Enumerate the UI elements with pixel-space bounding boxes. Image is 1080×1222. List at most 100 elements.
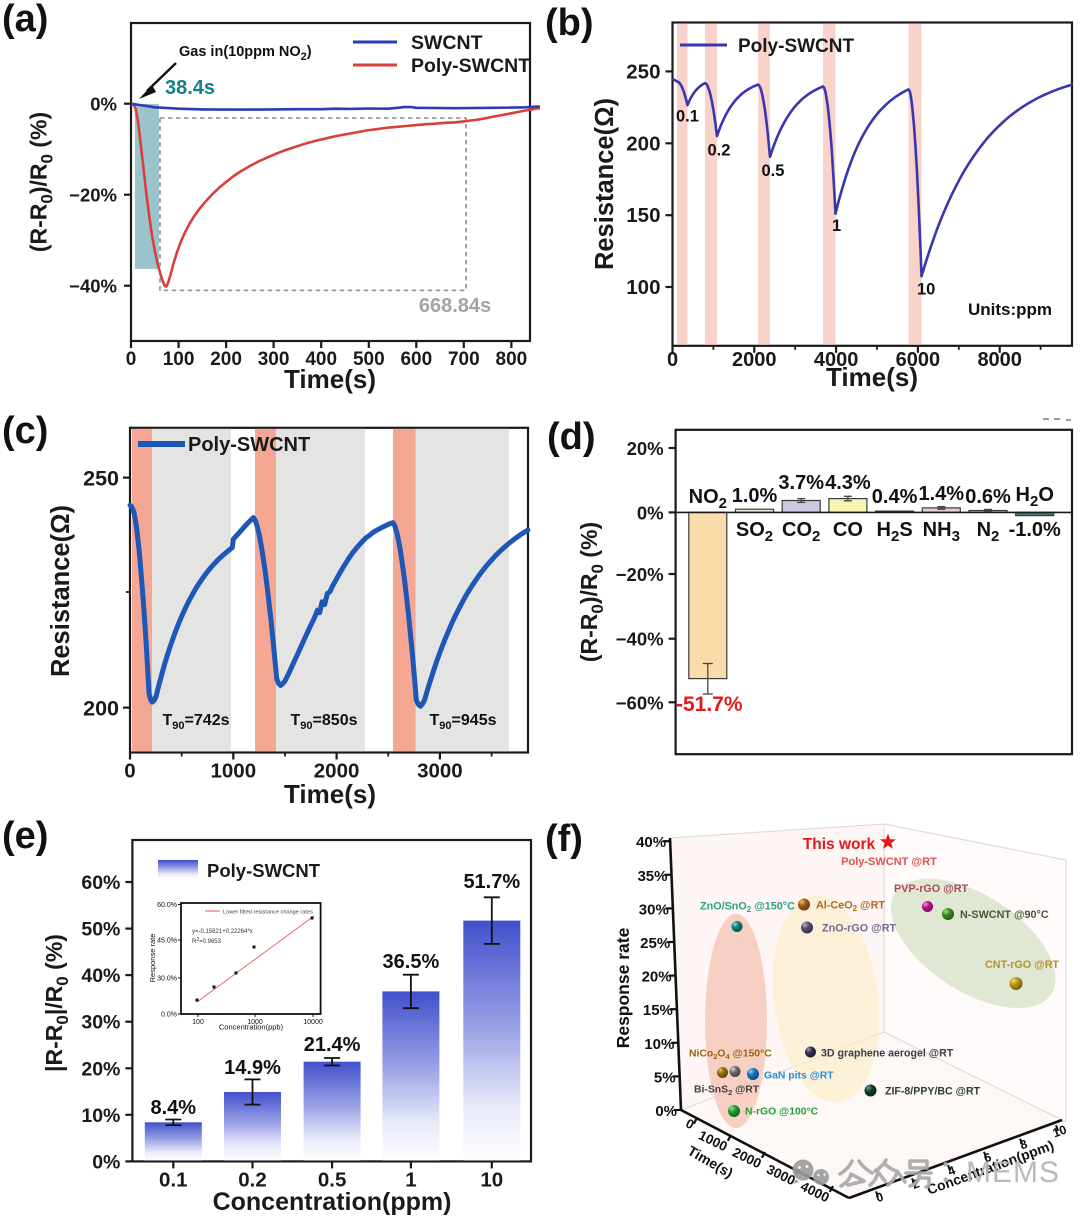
svg-text:2000: 2000 (732, 349, 777, 371)
svg-text:200: 200 (210, 349, 242, 370)
svg-text:H2S: H2S (877, 519, 913, 545)
svg-text:200: 200 (626, 132, 660, 155)
svg-text:-51.7%: -51.7% (676, 693, 743, 716)
svg-text:NH3: NH3 (923, 519, 960, 545)
svg-text:1000: 1000 (210, 760, 256, 783)
svg-text:(c): (c) (2, 410, 48, 452)
svg-text:100: 100 (626, 276, 660, 299)
svg-text:N-SWCNT @90°C: N-SWCNT @90°C (960, 909, 1049, 921)
svg-text:10000: 10000 (303, 1019, 323, 1026)
svg-text:：: ： (938, 1154, 969, 1189)
svg-text:4: 4 (946, 1163, 957, 1179)
svg-text:Concentration(ppm): Concentration(ppm) (213, 1188, 452, 1216)
svg-text:Poly-SWCNT: Poly-SWCNT (738, 36, 855, 57)
svg-text:20%: 20% (642, 969, 672, 986)
svg-text:MEMS: MEMS (966, 1156, 1060, 1189)
svg-text:500: 500 (353, 349, 385, 370)
svg-text:8000: 8000 (977, 349, 1022, 371)
svg-text:R2=0.9653: R2=0.9653 (192, 937, 222, 945)
svg-text:−40%: −40% (616, 629, 664, 650)
svg-text:(R-R0)/R0 (%): (R-R0)/R0 (%) (576, 522, 607, 662)
svg-text:1000: 1000 (247, 1019, 263, 1026)
svg-text:250: 250 (83, 467, 119, 491)
svg-text:1: 1 (832, 217, 841, 235)
svg-text:−20%: −20% (616, 564, 664, 585)
svg-text:100: 100 (163, 349, 195, 370)
svg-text:30.0%: 30.0% (157, 976, 177, 983)
svg-text:25%: 25% (640, 935, 670, 952)
svg-text:(d): (d) (547, 416, 596, 458)
svg-text:800: 800 (496, 349, 528, 370)
svg-text:CNT-rGO @RT: CNT-rGO @RT (985, 959, 1060, 971)
svg-text:Response rate: Response rate (148, 934, 157, 983)
svg-text:60.0%: 60.0% (157, 902, 177, 909)
svg-text:Resistance(Ω): Resistance(Ω) (47, 505, 75, 677)
svg-text:0.4%: 0.4% (872, 486, 918, 508)
svg-text:0: 0 (874, 1190, 885, 1206)
svg-text:−20%: −20% (69, 185, 117, 206)
svg-text:0: 0 (667, 349, 678, 371)
svg-text:8.4%: 8.4% (151, 1097, 197, 1119)
svg-text:Lower fitted resistance change: Lower fitted resistance change rates (223, 910, 313, 916)
svg-text:400: 400 (305, 349, 337, 370)
svg-text:0%: 0% (90, 94, 117, 115)
svg-text:3000: 3000 (417, 760, 463, 783)
svg-text:250: 250 (626, 60, 660, 83)
svg-text:4000: 4000 (814, 349, 859, 371)
svg-text:0.0%: 0.0% (161, 1012, 177, 1019)
svg-text:This work: This work (803, 836, 876, 853)
svg-text:0.2: 0.2 (708, 142, 731, 160)
svg-text:0.5: 0.5 (762, 162, 785, 180)
svg-text:(b): (b) (545, 2, 594, 44)
svg-text:ZnO/SnO2 @150°C: ZnO/SnO2 @150°C (700, 901, 795, 915)
svg-text:21.4%: 21.4% (304, 1034, 361, 1056)
svg-text:ZIF-8/PPY/BC @RT: ZIF-8/PPY/BC @RT (885, 1086, 981, 1098)
svg-text:10%: 10% (81, 1105, 120, 1127)
svg-text:Poly-SWCNT: Poly-SWCNT (188, 434, 310, 456)
svg-text:Time(s): Time(s) (284, 779, 376, 809)
svg-text:Resistance(Ω): Resistance(Ω) (591, 98, 619, 270)
svg-text:N-rGO @100°C: N-rGO @100°C (745, 1107, 819, 1118)
svg-text:36.5%: 36.5% (383, 951, 440, 973)
svg-text:Response rate: Response rate (613, 927, 633, 1048)
svg-text:60%: 60% (81, 872, 120, 894)
svg-text:Poly-SWCNT: Poly-SWCNT (411, 55, 530, 77)
svg-text:1: 1 (405, 1168, 416, 1191)
svg-text:Gas in(10ppm NO2): Gas in(10ppm NO2) (179, 44, 312, 63)
svg-text:(R-R0)/R0 (%): (R-R0)/R0 (%) (26, 112, 57, 252)
svg-text:0.1: 0.1 (159, 1168, 188, 1191)
svg-text:0%: 0% (92, 1151, 120, 1173)
svg-text:(e): (e) (2, 815, 48, 857)
svg-text:8: 8 (1018, 1137, 1029, 1153)
svg-text:0.2: 0.2 (238, 1168, 267, 1191)
svg-text:14.9%: 14.9% (224, 1057, 281, 1079)
svg-text:PVP-rGO @RT: PVP-rGO @RT (894, 883, 969, 895)
svg-text:30%: 30% (81, 1012, 120, 1034)
svg-text:300: 300 (258, 349, 290, 370)
svg-text:10: 10 (1051, 1122, 1069, 1140)
svg-text:Poly-SWCNT: Poly-SWCNT (207, 860, 321, 881)
svg-text:38.4s: 38.4s (165, 77, 215, 99)
svg-text:CO: CO (833, 519, 863, 541)
svg-text:−60%: −60% (616, 692, 664, 713)
svg-text:Concentration(ppb): Concentration(ppb) (219, 1023, 284, 1032)
svg-text:0%: 0% (637, 502, 664, 523)
svg-text:10: 10 (480, 1168, 503, 1191)
svg-text:0.5: 0.5 (318, 1168, 347, 1191)
svg-text:600: 600 (400, 349, 432, 370)
svg-text:y=-0.15821+0.22264*x: y=-0.15821+0.22264*x (192, 929, 253, 935)
svg-text:40%: 40% (636, 834, 666, 851)
svg-text:Time(s): Time(s) (284, 364, 376, 394)
svg-text:ZnO-rGO @RT: ZnO-rGO @RT (822, 923, 897, 935)
svg-text:Bi-SnS2 @RT: Bi-SnS2 @RT (694, 1085, 760, 1098)
svg-text:20%: 20% (627, 438, 664, 459)
svg-text:Time(s): Time(s) (826, 362, 918, 392)
svg-text:15%: 15% (643, 1002, 673, 1019)
svg-text:20%: 20% (81, 1058, 120, 1080)
svg-text:100: 100 (192, 1019, 204, 1026)
svg-text:30%: 30% (639, 901, 669, 918)
svg-text:668.84s: 668.84s (419, 295, 491, 317)
svg-text:6000: 6000 (896, 349, 941, 371)
svg-text:GaN pits @RT: GaN pits @RT (764, 1071, 834, 1082)
svg-text:-1.0%: -1.0% (1009, 519, 1061, 541)
